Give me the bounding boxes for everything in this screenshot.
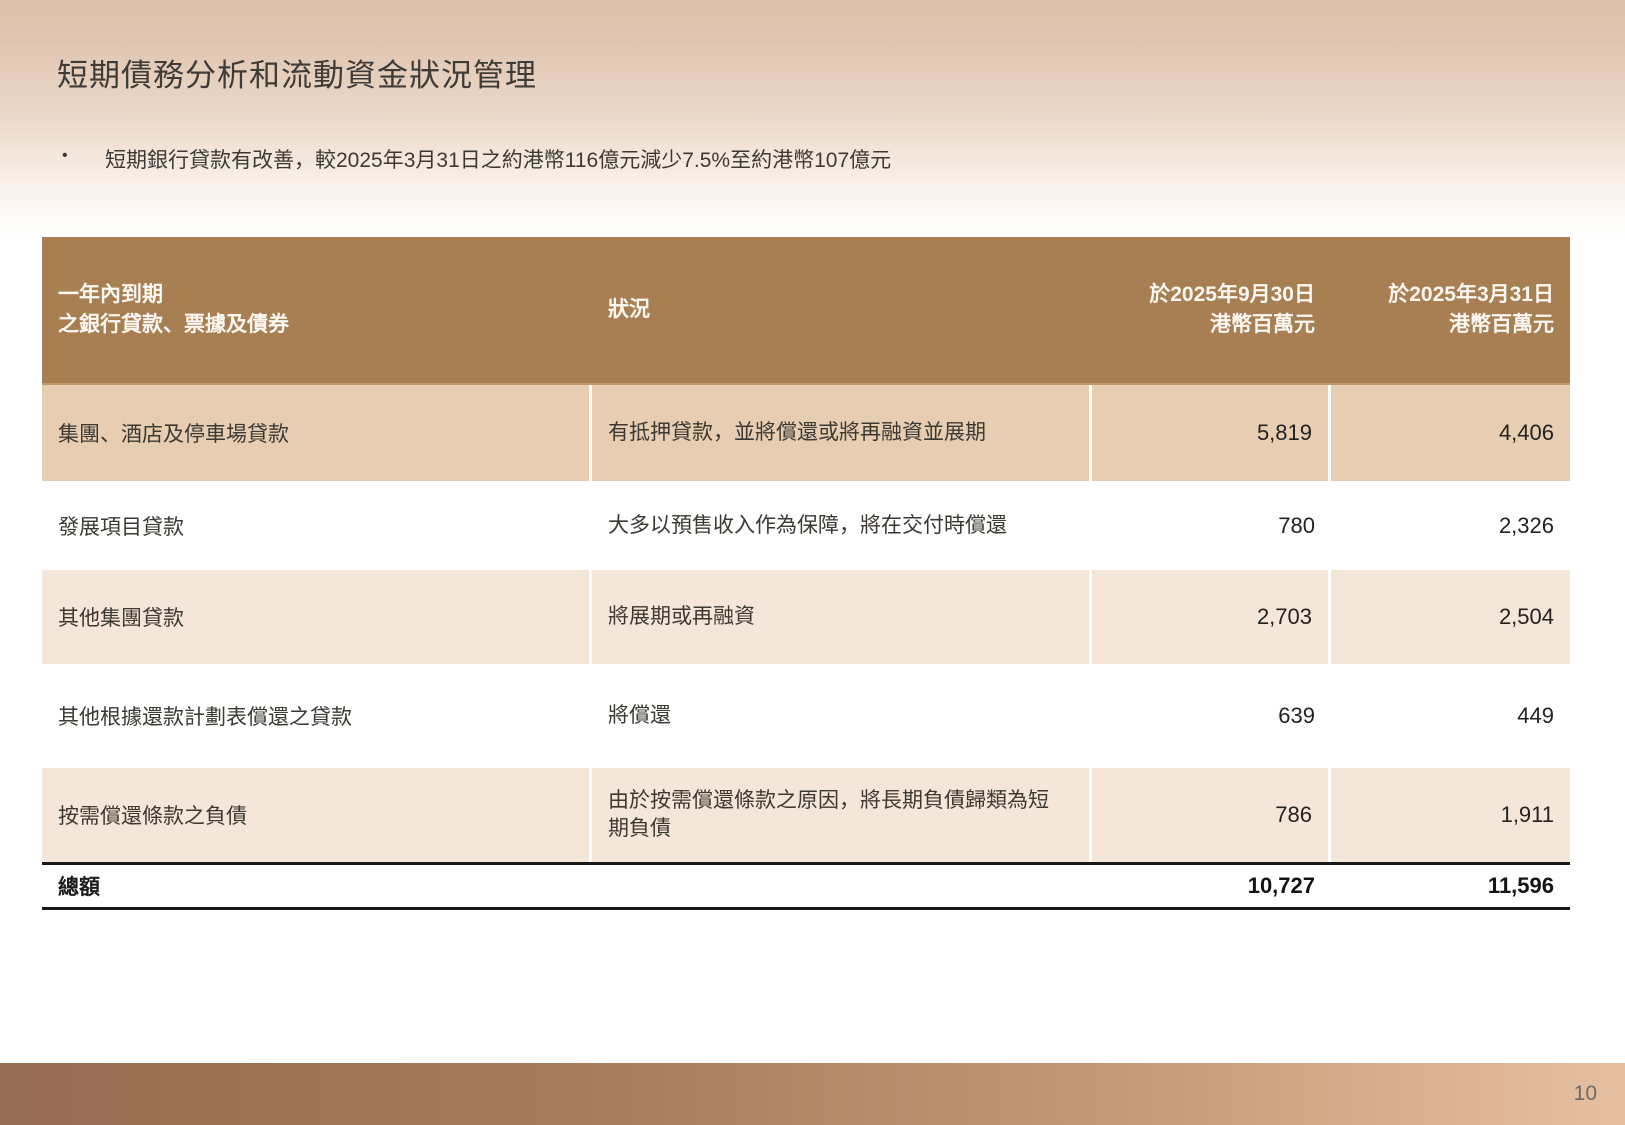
status-cell: 由於按需償還條款之原因，將長期負債歸類為短期負債 — [592, 768, 1092, 862]
table-row: 集團、酒店及停車場貸款 有抵押貸款，並將償還或將再融資並展期 5,819 4,4… — [42, 385, 1570, 481]
status-cell: 大多以預售收入作為保障，將在交付時償還 — [608, 513, 1007, 537]
page-title: 短期債務分析和流動資金狀況管理 — [57, 58, 537, 93]
table-total-row: 總額 10,727 11,596 — [42, 862, 1570, 910]
sep2025-value-cell: 786 — [1092, 768, 1331, 862]
item-cell: 其他根據還款計劃表償還之貸款 — [58, 706, 352, 729]
table-row: 其他根據還款計劃表償還之貸款 將償還 639 449 — [42, 664, 1570, 768]
page-number: 10 — [1573, 1082, 1597, 1105]
header-status-label: 狀況 — [608, 297, 650, 321]
item-cell: 發展項目貸款 — [58, 515, 184, 539]
total-mar2025-value: 11,596 — [1487, 873, 1554, 898]
slide-footer-bar: 10 — [0, 1063, 1625, 1125]
short-term-debt-table: 一年內到期 之銀行貸款、票據及債券 狀況 於2025年9月30日 港幣百萬元 於… — [42, 237, 1570, 910]
total-sep2025-value: 10,727 — [1247, 873, 1315, 898]
bullet-point: • 短期銀行貸款有改善，較2025年3月31日之約港幣116億元減少7.5%至約… — [62, 144, 1512, 174]
table-row: 其他集團貸款 將展期或再融資 2,703 2,504 — [42, 570, 1570, 664]
mar2025-value-cell: 449 — [1517, 703, 1554, 728]
item-cell: 按需償還條款之負債 — [42, 768, 592, 862]
slide-top-gradient-background — [0, 0, 1625, 237]
sep2025-value-cell: 780 — [1278, 512, 1315, 538]
total-label: 總額 — [58, 876, 100, 899]
item-cell: 其他集團貸款 — [42, 570, 592, 664]
total-status-spacer — [592, 865, 1092, 907]
mar2025-value-cell: 2,326 — [1498, 512, 1554, 538]
header-mar2025-line2: 港幣百萬元 — [1449, 313, 1554, 336]
mar2025-value-cell: 1,911 — [1500, 802, 1554, 827]
table-row: 發展項目貸款 大多以預售收入作為保障，將在交付時償還 780 2,326 — [42, 481, 1570, 570]
header-mar2025-cell: 於2025年3月31日 港幣百萬元 — [1331, 237, 1570, 383]
header-sep2025-line1: 於2025年9月30日 — [1149, 282, 1315, 306]
table-row: 按需償還條款之負債 由於按需償還條款之原因，將長期負債歸類為短期負債 786 1… — [42, 768, 1570, 862]
mar2025-value-cell: 4,406 — [1498, 420, 1554, 445]
status-cell: 將展期或再融資 — [592, 570, 1092, 664]
mar2025-value-cell: 2,504 — [1498, 604, 1554, 629]
header-status-cell: 狀況 — [592, 237, 1092, 383]
item-cell: 集團、酒店及停車場貸款 — [42, 385, 592, 481]
header-mar2025-line1: 於2025年3月31日 — [1388, 282, 1554, 306]
bullet-glyph: • — [62, 147, 68, 164]
header-sep2025-cell: 於2025年9月30日 港幣百萬元 — [1092, 237, 1331, 383]
sep2025-value-cell: 2,703 — [1092, 570, 1331, 664]
header-item-line1: 一年內到期 — [58, 282, 163, 306]
header-item-cell: 一年內到期 之銀行貸款、票據及債券 — [42, 237, 592, 383]
status-cell: 將償還 — [608, 704, 671, 728]
header-sep2025-line2: 港幣百萬元 — [1210, 313, 1315, 336]
header-item-line2: 之銀行貸款、票據及債券 — [58, 313, 289, 336]
sep2025-value-cell: 5,819 — [1092, 385, 1331, 481]
sep2025-value-cell: 639 — [1278, 703, 1315, 728]
status-cell: 有抵押貸款，並將償還或將再融資並展期 — [592, 385, 1092, 481]
bullet-text: 短期銀行貸款有改善，較2025年3月31日之約港幣116億元減少7.5%至約港幣… — [105, 149, 892, 172]
table-header-row: 一年內到期 之銀行貸款、票據及債券 狀況 於2025年9月30日 港幣百萬元 於… — [42, 237, 1570, 385]
